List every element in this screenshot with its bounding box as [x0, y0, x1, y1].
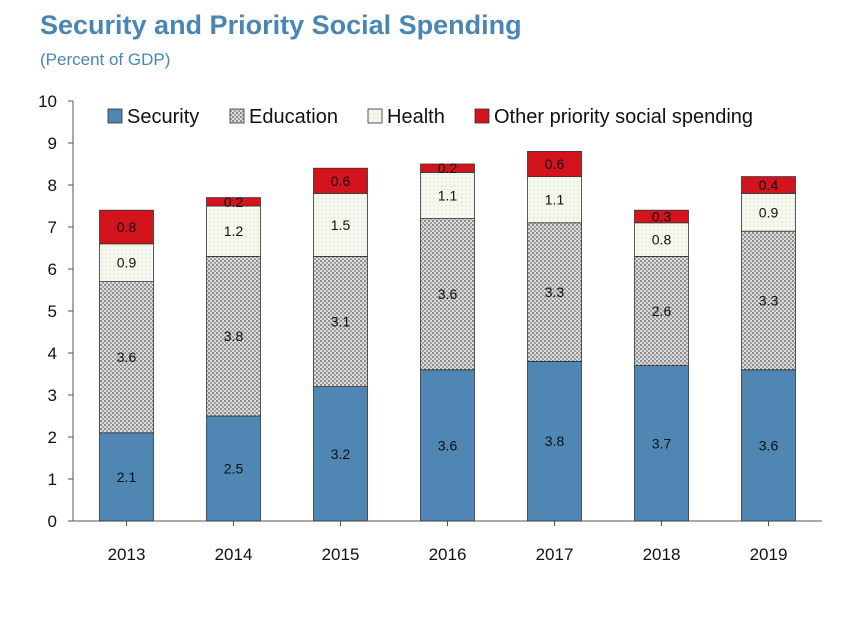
- bar-segment: [634, 209, 689, 224]
- data-label: 0.2: [224, 194, 244, 210]
- x-tick-label: 2015: [322, 545, 360, 564]
- chart-subtitle: (Percent of GDP): [40, 50, 171, 69]
- bar-segment: [206, 197, 261, 207]
- bar-segment: [313, 192, 368, 257]
- data-label: 0.2: [438, 160, 458, 176]
- bar-segment: [741, 369, 796, 522]
- data-label: 3.3: [545, 284, 565, 300]
- bar-segment: [420, 163, 475, 173]
- data-label: 3.6: [759, 437, 779, 453]
- bar-segment: [527, 360, 582, 522]
- bar-segment: [420, 218, 475, 371]
- bar-segment: [206, 205, 261, 257]
- legend-label: Health: [387, 106, 445, 128]
- data-label: 0.9: [117, 255, 137, 271]
- bar-segment: [206, 415, 261, 522]
- data-label: 1.1: [438, 188, 458, 204]
- bar-segment: [99, 209, 154, 245]
- legend-swatch: [229, 108, 245, 124]
- x-tick-label: 2014: [215, 545, 253, 564]
- data-label: 0.6: [331, 173, 351, 189]
- legend-label: Security: [127, 106, 199, 128]
- data-label: 3.2: [331, 446, 351, 462]
- x-tick-label: 2018: [643, 545, 681, 564]
- y-tick-label: 7: [48, 218, 57, 237]
- data-label: 3.6: [438, 437, 458, 453]
- data-label: 1.2: [224, 223, 244, 239]
- y-tick-label: 4: [48, 344, 57, 363]
- data-label: 1.1: [545, 192, 565, 208]
- data-label: 1.5: [331, 217, 351, 233]
- data-label: 0.8: [117, 219, 137, 235]
- legend-swatch: [107, 108, 123, 124]
- bar-segment: [99, 243, 154, 283]
- data-label: 2.6: [652, 303, 672, 319]
- y-tick-label: 3: [48, 386, 57, 405]
- bar-segment: [99, 281, 154, 434]
- x-tick-label: 2017: [536, 545, 574, 564]
- data-label: 0.3: [652, 209, 672, 225]
- bar-segment: [741, 192, 796, 232]
- x-tick-label: 2016: [429, 545, 467, 564]
- data-label: 2.1: [117, 469, 137, 485]
- y-tick-label: 1: [48, 470, 57, 489]
- y-tick-label: 9: [48, 134, 57, 153]
- y-tick-label: 10: [38, 92, 57, 111]
- legend-label: Other priority social spending: [494, 106, 753, 128]
- data-label: 3.7: [652, 435, 672, 451]
- bar-segment: [634, 222, 689, 257]
- bar-segment: [313, 386, 368, 522]
- bar-segment: [634, 365, 689, 522]
- bar-segment: [206, 255, 261, 417]
- bar-segment: [420, 171, 475, 219]
- data-label: 3.3: [759, 293, 779, 309]
- bar-segment: [313, 255, 368, 387]
- bar-segment: [527, 222, 582, 362]
- data-label: 2.5: [224, 461, 244, 477]
- y-tick-label: 2: [48, 428, 57, 447]
- y-tick-label: 8: [48, 176, 57, 195]
- bar-segment: [741, 230, 796, 371]
- data-label: 3.6: [438, 286, 458, 302]
- bar-segment: [313, 167, 368, 194]
- data-label: 3.8: [224, 328, 244, 344]
- bar-segment: [741, 176, 796, 194]
- data-label: 0.6: [545, 156, 565, 172]
- y-tick-label: 0: [48, 512, 57, 531]
- bar-segment: [99, 432, 154, 522]
- legend-label: Education: [249, 106, 338, 128]
- data-label: 3.1: [331, 314, 351, 330]
- data-label: 0.9: [759, 204, 779, 220]
- data-label: 0.8: [652, 232, 672, 248]
- x-tick-label: 2019: [750, 545, 788, 564]
- data-label: 3.8: [545, 433, 565, 449]
- y-tick-label: 5: [48, 302, 57, 321]
- legend-swatch: [367, 108, 383, 124]
- data-label: 3.6: [117, 349, 137, 365]
- bar-segment: [634, 255, 689, 366]
- bar-segment: [420, 369, 475, 522]
- data-label: 0.4: [759, 177, 779, 193]
- chart-title: Security and Priority Social Spending: [40, 10, 522, 40]
- bar-segment: [527, 150, 582, 177]
- legend-swatch: [474, 108, 490, 124]
- y-tick-label: 6: [48, 260, 57, 279]
- bar-segment: [527, 176, 582, 224]
- x-tick-label: 2013: [108, 545, 146, 564]
